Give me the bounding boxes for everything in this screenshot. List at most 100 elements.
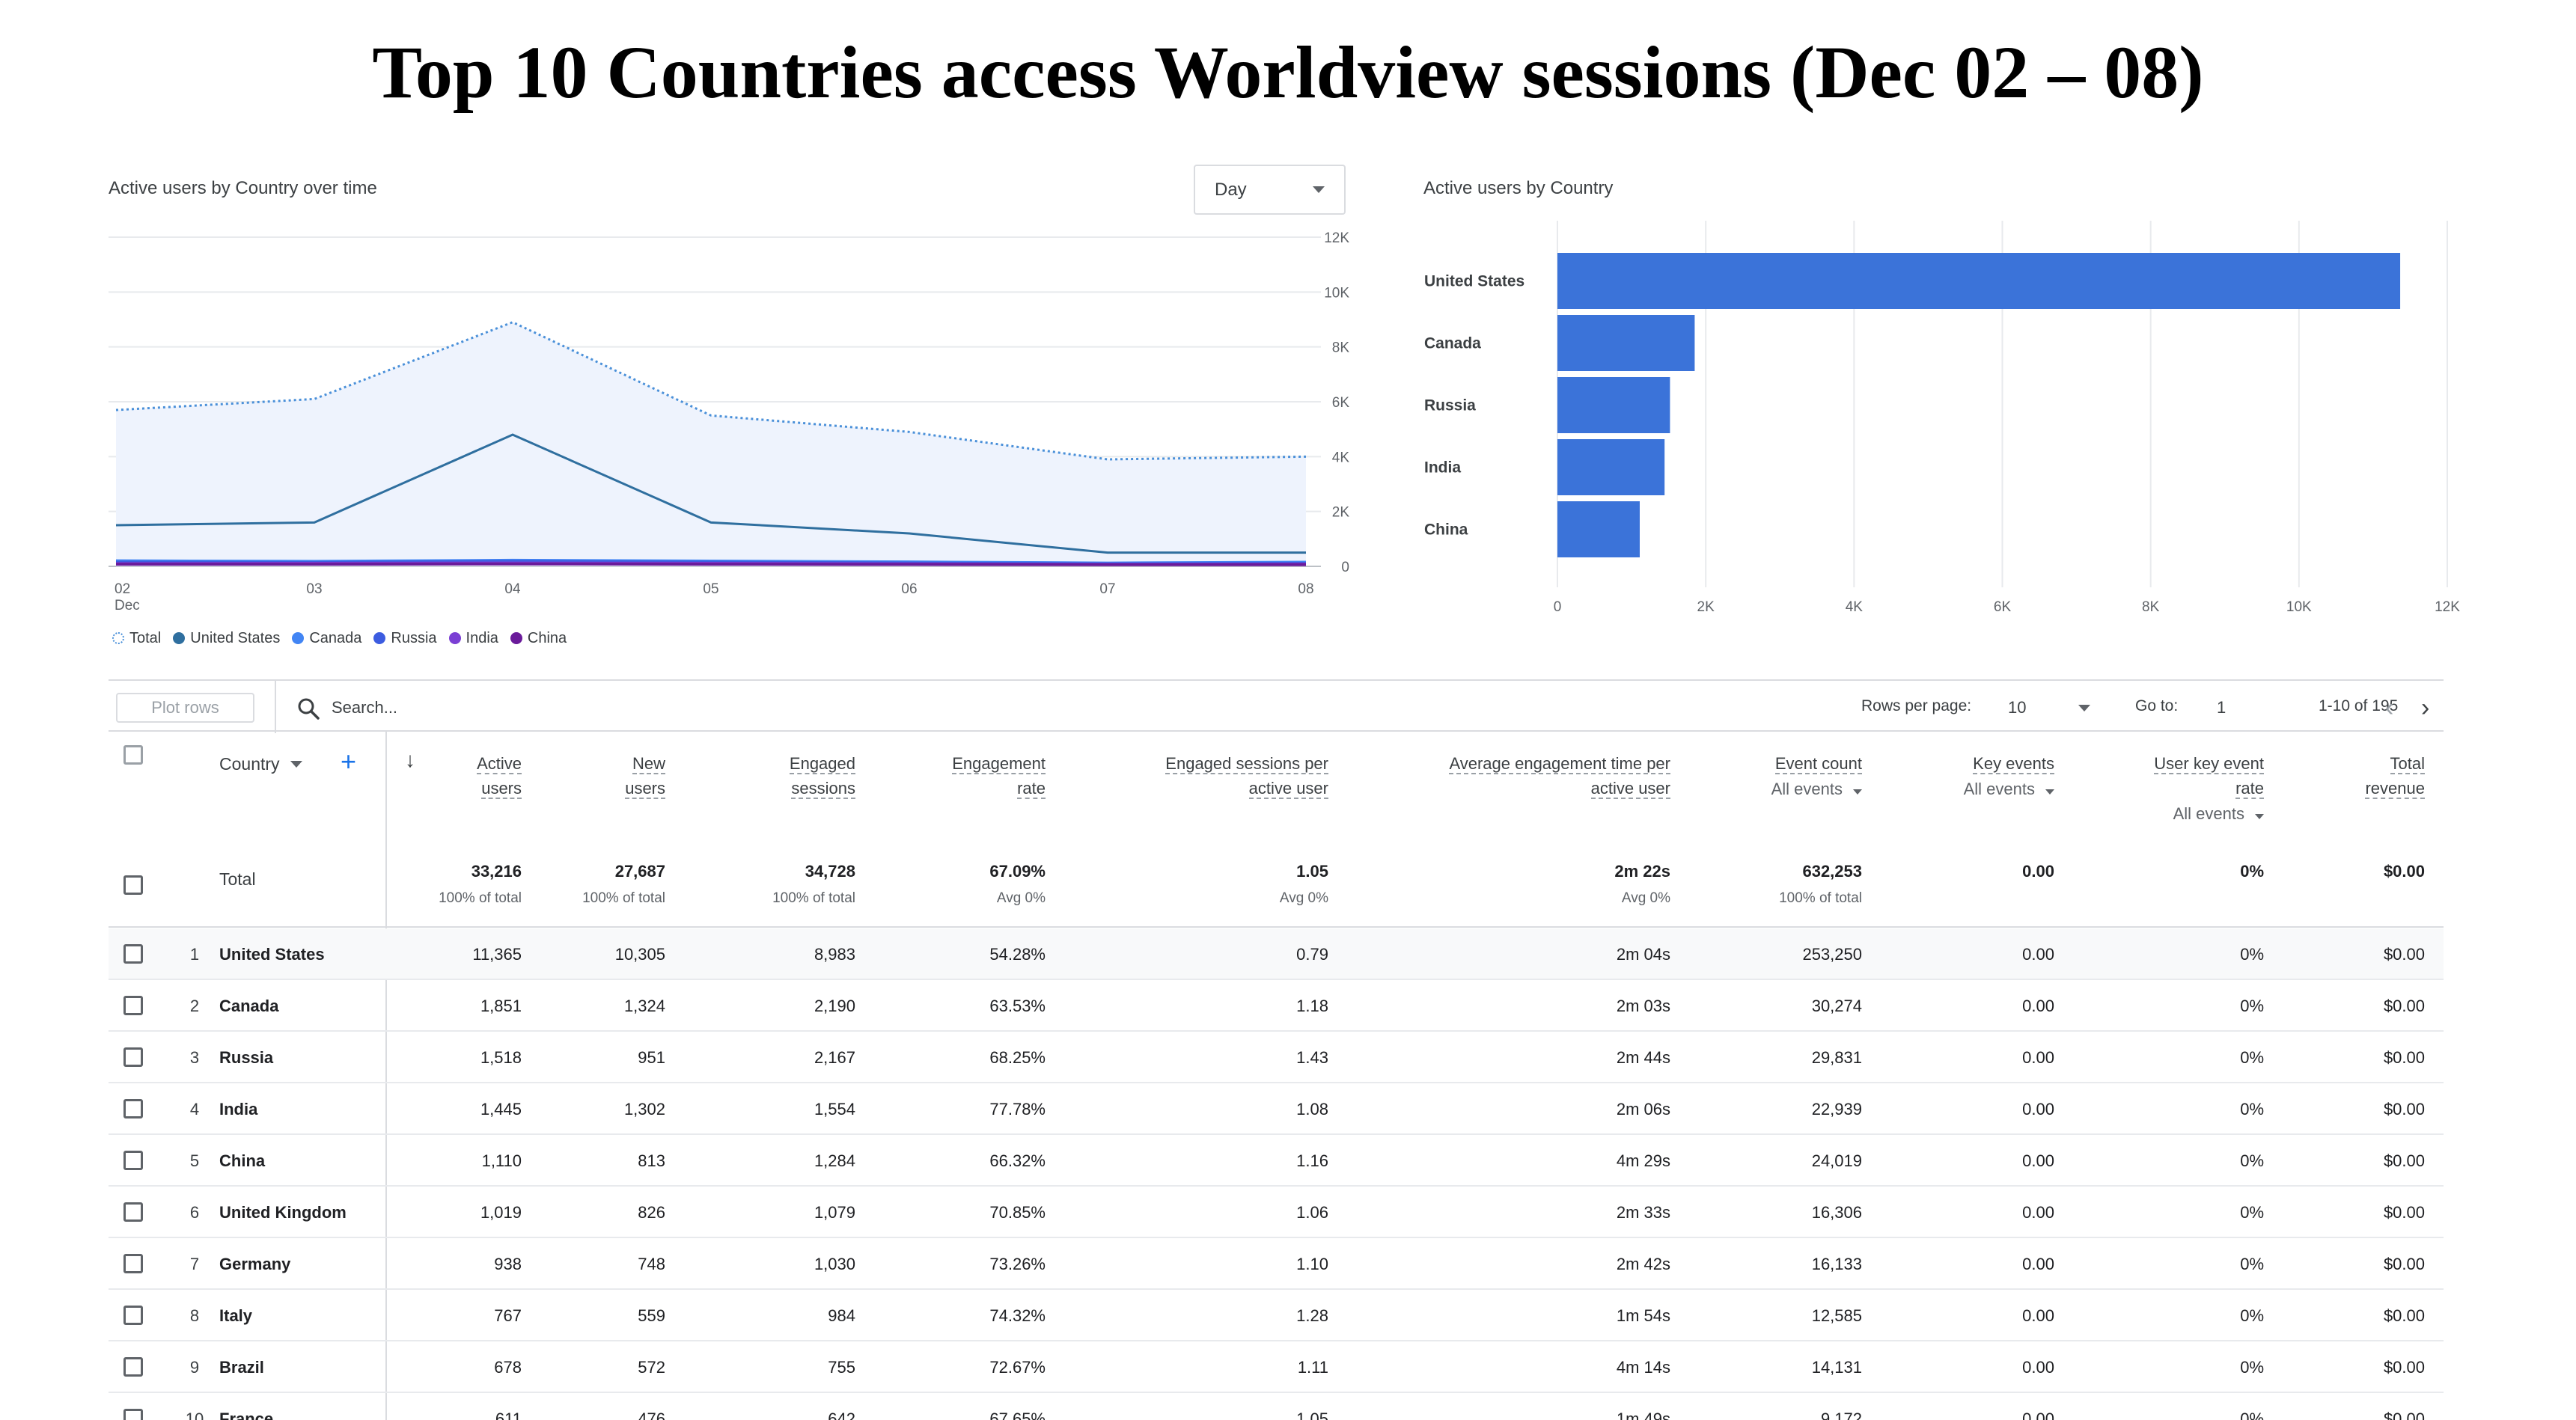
select-all-checkbox[interactable]: [123, 745, 143, 765]
table-row[interactable]: 9 Brazil 678 572 755 72.67% 1.11 4m 14s 14,131 0.…: [109, 1341, 2444, 1393]
table-cell: 2m 44s: [1616, 1048, 1670, 1067]
column-header[interactable]: Average engagement time per active user: [1449, 751, 1670, 801]
bar: [1557, 253, 2401, 309]
plot-rows-button[interactable]: Plot rows: [116, 693, 254, 723]
table-cell: 1.16: [1296, 1151, 1328, 1170]
table-row[interactable]: 7 Germany 938 748 1,030 73.26% 1.10 2m 42s 16,13…: [109, 1238, 2444, 1290]
table-row[interactable]: 8 Italy 767 559 984 74.32% 1.28 1m 54s 12,585 0.0…: [109, 1290, 2444, 1341]
row-checkbox[interactable]: [123, 1202, 143, 1222]
table-cell: 0.00: [2022, 1203, 2054, 1222]
x-month-label: Dec: [115, 598, 140, 613]
table-row[interactable]: 3 Russia 1,518 951 2,167 68.25% 1.43 2m 44s 29,8…: [109, 1032, 2444, 1083]
event-filter-select[interactable]: All events: [1964, 776, 2054, 803]
table-cell: 2m 06s: [1616, 1100, 1670, 1118]
table-row[interactable]: 2 Canada 1,851 1,324 2,190 63.53% 1.18 2m 03s 30…: [109, 980, 2444, 1032]
table-cell: 1.43: [1296, 1048, 1328, 1067]
country-dimension-header[interactable]: Country: [219, 754, 302, 774]
table-row[interactable]: 4 India 1,445 1,302 1,554 77.78% 1.08 2m 06s 22,…: [109, 1083, 2444, 1135]
legend-item[interactable]: India: [448, 630, 498, 647]
table-cell: 54.28%: [989, 945, 1046, 964]
row-number: 9: [189, 1358, 200, 1377]
legend-item[interactable]: Canada: [292, 630, 361, 647]
table-cell: $0.00: [2383, 1203, 2425, 1222]
x-tick-label: 4K: [1846, 599, 1864, 615]
table-cell: $0.00: [2383, 1358, 2425, 1377]
table-row[interactable]: 1 United States 11,365 10,305 8,983 54.28% 0.7…: [109, 928, 2444, 980]
row-country: United States: [219, 945, 325, 964]
column-header[interactable]: New users: [625, 751, 665, 801]
period-select-value: Day: [1215, 179, 1247, 200]
table-row[interactable]: 5 China 1,110 813 1,284 66.32% 1.16 4m 29s 24,01…: [109, 1135, 2444, 1187]
total-row: [109, 844, 2444, 928]
column-header-label: User key event: [2154, 754, 2264, 774]
table-cell: 1.06: [1296, 1203, 1328, 1222]
table-row[interactable]: 10 France 611 476 642 67.65% 1.05 1m 49s 9,172 0.…: [109, 1393, 2444, 1420]
legend-dot: [292, 632, 305, 644]
search-input[interactable]: [332, 694, 706, 721]
total-subtext: Avg 0%: [1279, 890, 1328, 906]
goto-page-input[interactable]: [2217, 693, 2277, 723]
row-checkbox[interactable]: [123, 1099, 143, 1118]
row-number: 2: [189, 997, 200, 1015]
event-filter-select[interactable]: All events: [1771, 776, 1862, 803]
row-checkbox[interactable]: [123, 1047, 143, 1067]
row-country: Brazil: [219, 1358, 264, 1377]
total-row-checkbox[interactable]: [123, 875, 143, 895]
table-cell: 2m 33s: [1616, 1203, 1670, 1222]
column-header-label: sessions: [791, 779, 855, 799]
row-number: 4: [189, 1100, 200, 1118]
column-header[interactable]: Key events All events: [1964, 751, 2054, 803]
row-checkbox[interactable]: [123, 1151, 143, 1170]
bar: [1557, 439, 1665, 495]
column-header[interactable]: Engagement rate: [952, 751, 1046, 801]
event-filter-select[interactable]: All events: [2154, 801, 2264, 827]
table-cell: 11,365: [472, 945, 522, 964]
legend-dot: [112, 632, 124, 644]
table-cell: 4m 14s: [1616, 1358, 1670, 1377]
row-checkbox[interactable]: [123, 996, 143, 1015]
rows-per-page-select[interactable]: 10: [2008, 693, 2090, 723]
table-cell: 2m 03s: [1616, 997, 1670, 1015]
column-header[interactable]: User key event rate All events: [2154, 751, 2264, 827]
table-cell: $0.00: [2383, 1410, 2425, 1420]
column-header[interactable]: Event count All events: [1771, 751, 1862, 803]
table-cell: 0.00: [2022, 1410, 2054, 1420]
table-row[interactable]: 6 United Kingdom 1,019 826 1,079 70.85% 1.06 2m…: [109, 1187, 2444, 1238]
add-dimension-icon[interactable]: +: [341, 746, 357, 777]
legend-label: China: [527, 629, 567, 646]
chevron-right-icon[interactable]: ›: [2421, 694, 2430, 722]
table-cell: 0%: [2240, 1048, 2264, 1067]
table-cell: 74.32%: [989, 1306, 1046, 1325]
table-cell: 0.79: [1296, 945, 1328, 964]
total-cell: 1.05: [1296, 862, 1328, 881]
column-header-label: users: [481, 779, 522, 799]
row-number: 6: [189, 1203, 200, 1222]
table-cell: 2m 04s: [1616, 945, 1670, 964]
sort-arrow-icon[interactable]: ↓: [405, 748, 415, 771]
row-country: India: [219, 1100, 258, 1118]
period-select[interactable]: Day: [1194, 165, 1346, 215]
y-tick-label: 10K: [1324, 285, 1349, 301]
row-checkbox[interactable]: [123, 1357, 143, 1377]
table-cell: 1,324: [623, 997, 665, 1015]
row-checkbox[interactable]: [123, 1306, 143, 1325]
row-checkbox[interactable]: [123, 1254, 143, 1273]
column-header[interactable]: Total revenue: [2365, 751, 2425, 801]
legend-item[interactable]: China: [510, 630, 567, 647]
row-checkbox[interactable]: [123, 944, 143, 964]
legend-item[interactable]: Russia: [373, 630, 437, 647]
column-header[interactable]: Engaged sessions: [789, 751, 855, 801]
table-cell: 12,585: [1811, 1306, 1862, 1325]
total-cell: 0.00: [2022, 862, 2054, 881]
legend-item[interactable]: United States: [173, 630, 280, 647]
total-cell: $0.00: [2383, 862, 2425, 881]
legend-label: Canada: [309, 629, 362, 646]
column-header-label: rate: [2235, 779, 2264, 799]
row-checkbox[interactable]: [123, 1409, 143, 1420]
column-header[interactable]: Engaged sessions per active user: [1165, 751, 1328, 801]
table-cell: $0.00: [2383, 1306, 2425, 1325]
legend-item[interactable]: Total: [112, 630, 161, 647]
goto-label: Go to:: [2135, 697, 2179, 714]
column-header[interactable]: Active users: [477, 751, 522, 801]
chevron-left-icon[interactable]: ‹: [2385, 694, 2394, 722]
